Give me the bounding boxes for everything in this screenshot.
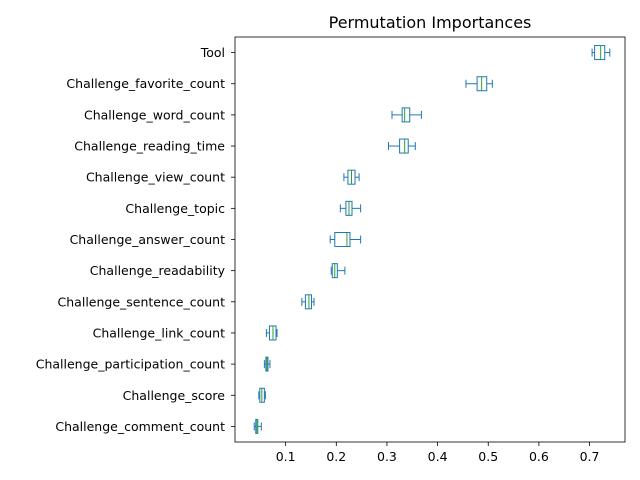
- y-tick-label: Challenge_participation_count: [36, 357, 225, 372]
- y-tick-label: Challenge_link_count: [93, 325, 225, 340]
- y-tick-label: Challenge_answer_count: [70, 232, 226, 247]
- iqr-box: [401, 107, 411, 123]
- chart-title: Permutation Importances: [329, 13, 532, 32]
- box-Challenge_answer_count: [329, 232, 362, 247]
- box-Challenge_favorite_count: [465, 76, 493, 92]
- box-Challenge_participation_count: [263, 356, 271, 372]
- box-Challenge_word_count: [391, 107, 422, 123]
- y-tick-label: Challenge_topic: [125, 201, 225, 216]
- box-Challenge_view_count: [343, 169, 360, 185]
- box-Challenge_reading_time: [387, 138, 416, 154]
- iqr-box: [304, 294, 312, 310]
- y-tick-label: Challenge_word_count: [84, 107, 225, 122]
- y-tick-label: Challenge_comment_count: [55, 419, 225, 434]
- box-Challenge_link_count: [265, 325, 278, 341]
- box-Tool: [591, 45, 611, 61]
- box-Challenge_sentence_count: [301, 294, 315, 310]
- box-Challenge_readability: [330, 263, 346, 279]
- x-tick-label: 0.6: [529, 449, 549, 464]
- box-Challenge_comment_count: [253, 418, 262, 434]
- axes-frame: [234, 36, 626, 443]
- y-tick-label: Challenge_favorite_count: [66, 76, 225, 91]
- y-tick-label: Challenge_readability: [90, 263, 226, 278]
- y-tick-label: Tool: [200, 45, 225, 60]
- x-tick-label: 0.3: [377, 449, 397, 464]
- x-tick-label: 0.1: [276, 449, 296, 464]
- y-tick-label: Challenge_score: [123, 388, 226, 403]
- x-tick-label: 0.4: [428, 449, 448, 464]
- x-tick-label: 0.7: [580, 449, 600, 464]
- y-tick-label: Challenge_view_count: [86, 170, 225, 185]
- x-tick-label: 0.5: [478, 449, 498, 464]
- box-Challenge_score: [258, 387, 266, 403]
- plot-area: 0.1 0.2 0.3 0.4 0.5 0.6 0.7 Tool Challenge_favor…: [36, 36, 626, 464]
- iqr-box: [594, 45, 606, 61]
- iqr-box: [399, 138, 409, 154]
- box-Challenge_topic: [339, 200, 362, 216]
- x-tick-label: 0.2: [326, 449, 346, 464]
- y-tick-label: Challenge_reading_time: [74, 139, 225, 154]
- iqr-box: [334, 232, 351, 247]
- y-tick-label: Challenge_sentence_count: [58, 294, 226, 309]
